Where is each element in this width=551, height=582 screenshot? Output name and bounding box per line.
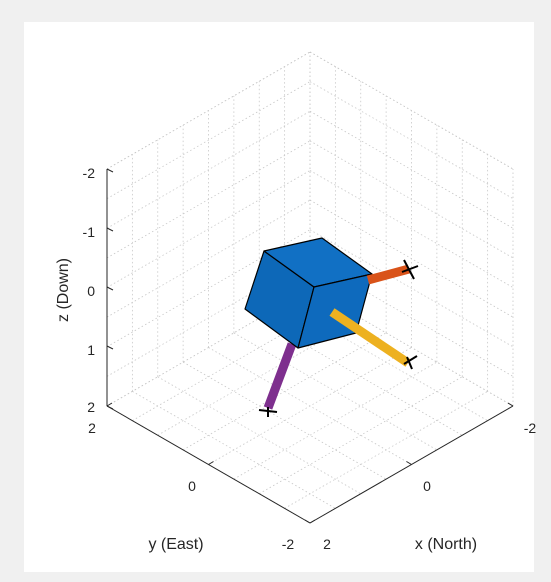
z-tick-mark [106,405,114,410]
y-axis-title: y (East) [148,536,203,553]
grid-line [182,361,387,480]
vehicle-model [244,237,419,417]
grid-line [309,288,514,407]
x-tick-label: -2 [524,420,537,436]
z-tick-mark [106,168,114,173]
y-tick-mark [106,402,113,407]
x-tick-label: 2 [323,536,331,552]
z-tick-label: 0 [87,283,95,299]
grid-line [106,51,311,170]
tick-marks [106,51,514,524]
arm-z [263,342,297,410]
z-tick-mark [106,345,114,350]
grid-line [309,140,514,259]
x-tick-mark [406,461,412,465]
x-tick-mark [304,519,311,524]
z-tick-mark [106,227,114,232]
y-tick-label: 2 [88,420,96,436]
arm-x [366,264,411,285]
grid-line [233,361,438,480]
grid-line [284,303,488,421]
x-tick-labels: 2 0 -2 [323,420,536,552]
grid-line [309,229,514,348]
grid-line [233,332,438,451]
grid-line [284,391,488,509]
x-axis-title: x (North) [415,536,477,553]
grid-line [259,376,463,495]
grid-line [208,347,412,465]
grid-line [309,259,514,377]
grid-line [309,81,514,199]
y-tick-mark [208,461,214,465]
z-tick-label: -1 [83,224,96,240]
y-tick-label: -2 [282,536,295,552]
grid-line [157,317,361,436]
grid-line [309,170,514,288]
grid-line [106,140,311,259]
x-tick-mark [507,402,514,407]
z-tick-label: 1 [87,342,95,358]
arm-y [329,308,411,367]
x-tick-label: 0 [423,478,431,494]
y-tick-label: 0 [188,478,196,494]
y-tick-labels: 2 0 -2 [88,420,294,552]
z-tick-mark [106,286,114,291]
y-tick-mark [309,519,316,524]
z-tick-label: 2 [87,399,95,415]
grid-line [182,332,387,451]
propeller-icon [258,407,278,417]
grid-line [106,259,311,377]
grid-line [157,376,361,495]
grid-floor [106,288,514,524]
propeller-icon [401,259,419,280]
z-tick-labels: -2 -1 0 1 2 [83,165,96,415]
propeller-icon [403,355,418,370]
z-axis-title: z (Down) [55,258,72,322]
grid-line [106,81,311,199]
grid-line [106,110,311,229]
grid-line [309,51,514,170]
grid-line [309,110,514,229]
grid-line [259,317,463,436]
z-tick-label: -2 [83,165,96,181]
grid-line [106,229,311,348]
grid-line [106,170,311,288]
